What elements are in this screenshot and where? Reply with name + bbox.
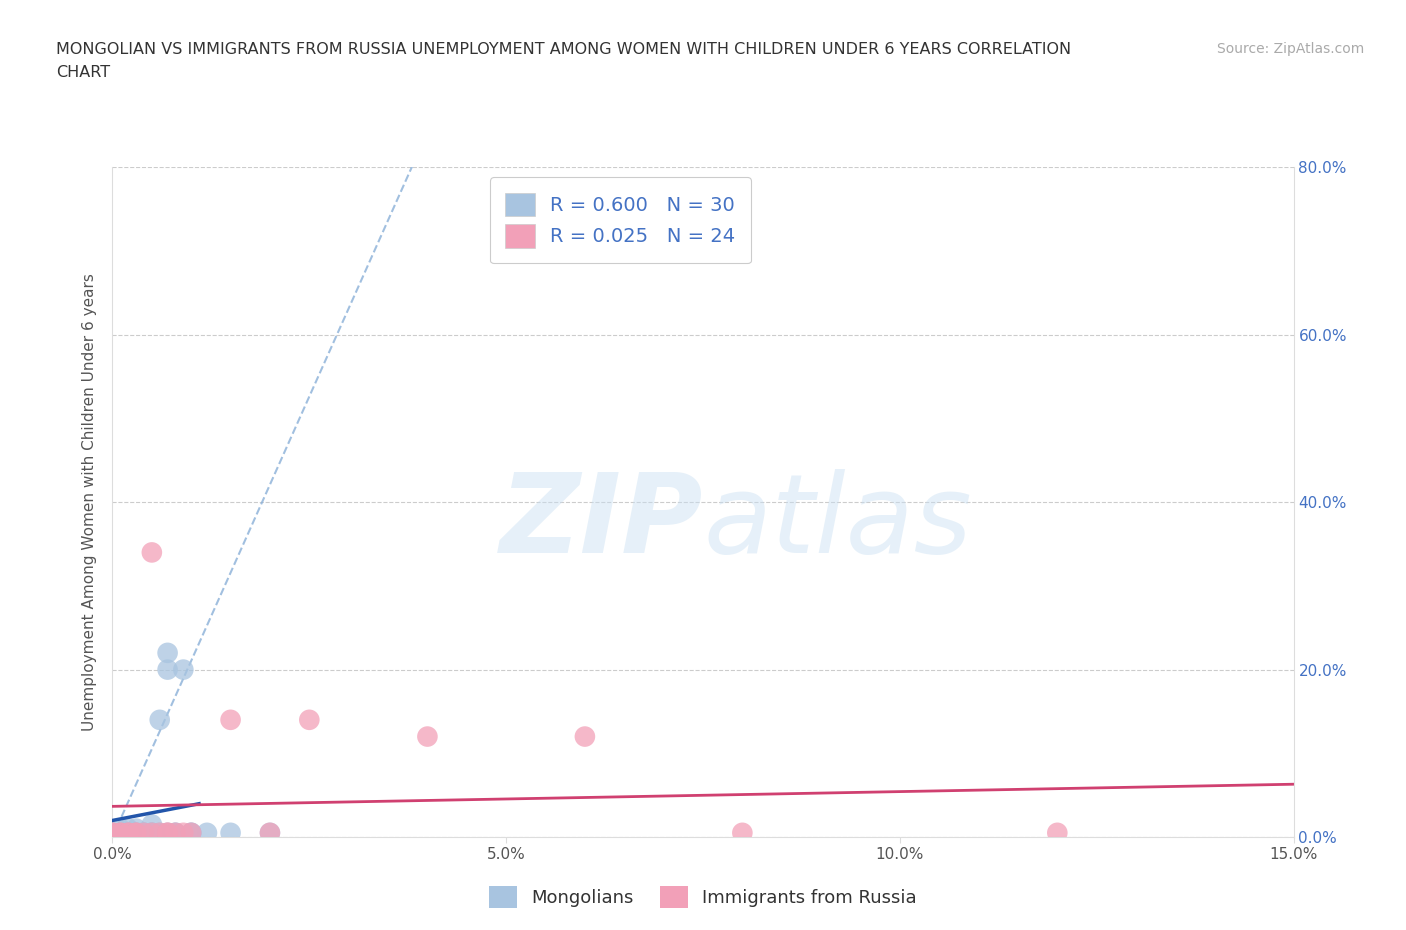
Point (101, 826, 124, 841)
Point (156, 826, 179, 841)
Point (141, 826, 163, 841)
Point (110, 826, 132, 841)
Point (141, 826, 163, 841)
Point (117, 826, 139, 841)
Point (132, 826, 155, 841)
Text: CHART: CHART (56, 65, 110, 80)
Point (110, 821, 132, 836)
Point (125, 826, 148, 841)
Point (117, 826, 139, 841)
Point (731, 826, 754, 841)
Text: Source: ZipAtlas.com: Source: ZipAtlas.com (1216, 42, 1364, 56)
Point (165, 826, 187, 841)
Point (165, 826, 187, 841)
Point (101, 826, 124, 841)
Point (149, 826, 172, 841)
Point (219, 712, 242, 727)
Point (156, 662, 179, 677)
Point (195, 826, 218, 841)
Point (219, 826, 242, 841)
Point (180, 826, 202, 841)
Point (117, 826, 139, 841)
Point (172, 826, 194, 841)
Point (141, 817, 163, 832)
Point (180, 826, 202, 841)
Point (156, 645, 179, 660)
Point (125, 826, 148, 841)
Point (416, 729, 439, 744)
Text: atlas: atlas (703, 469, 972, 576)
Point (125, 826, 148, 841)
Point (125, 821, 148, 836)
Point (259, 826, 281, 841)
Point (110, 826, 132, 841)
Point (132, 826, 155, 841)
Point (180, 826, 202, 841)
Legend: Mongolians, Immigrants from Russia: Mongolians, Immigrants from Russia (482, 879, 924, 915)
Text: MONGOLIAN VS IMMIGRANTS FROM RUSSIA UNEMPLOYMENT AMONG WOMEN WITH CHILDREN UNDER: MONGOLIAN VS IMMIGRANTS FROM RUSSIA UNEM… (56, 42, 1071, 57)
Point (141, 826, 163, 841)
Point (574, 729, 596, 744)
Point (125, 826, 148, 841)
Point (132, 826, 155, 841)
Point (132, 826, 155, 841)
Point (156, 826, 179, 841)
Point (101, 826, 124, 841)
Point (117, 821, 139, 836)
Point (298, 712, 321, 727)
Point (172, 662, 194, 677)
Point (125, 826, 148, 841)
Point (149, 826, 172, 841)
Text: ZIP: ZIP (499, 469, 703, 576)
Point (110, 826, 132, 841)
Point (165, 826, 187, 841)
Point (1046, 826, 1069, 841)
Point (149, 712, 172, 727)
Point (117, 826, 139, 841)
Point (141, 826, 163, 841)
Y-axis label: Unemployment Among Women with Children Under 6 years: Unemployment Among Women with Children U… (82, 273, 97, 731)
Point (259, 826, 281, 841)
Point (141, 545, 163, 560)
Point (156, 826, 179, 841)
